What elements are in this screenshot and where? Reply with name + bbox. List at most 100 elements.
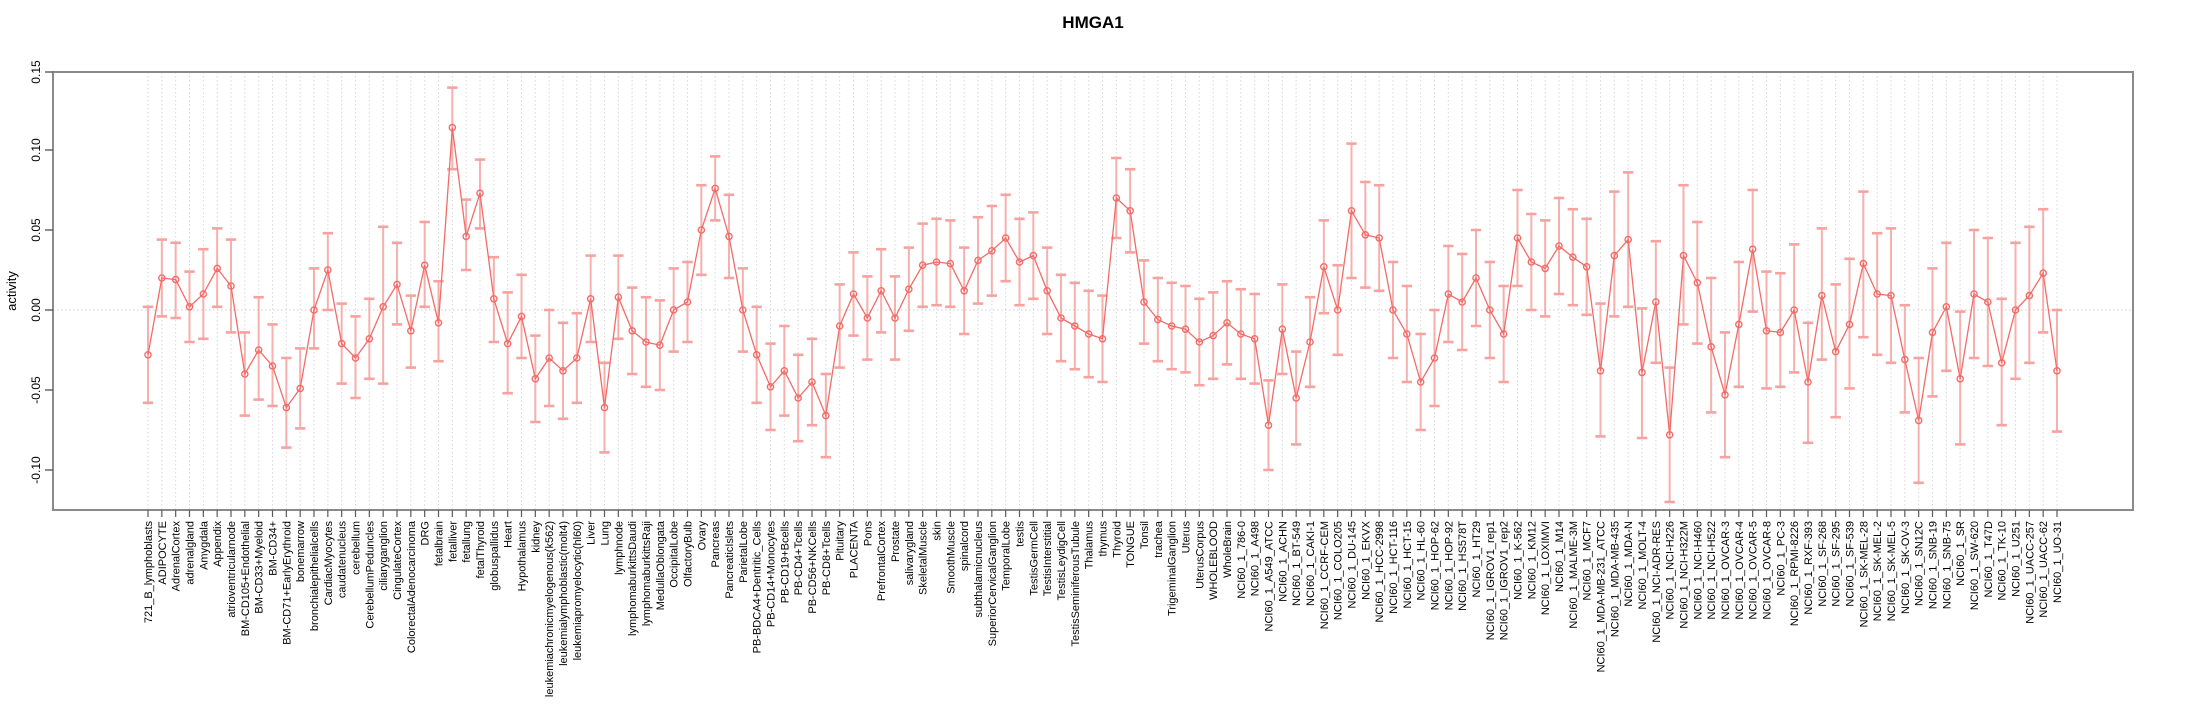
data-point-marker — [725, 232, 733, 241]
y-axis-tick-label: -0.10 — [29, 456, 43, 484]
data-point-marker — [766, 382, 775, 391]
x-axis-tick-label: NCI60_1_U251 — [2011, 521, 2023, 597]
x-axis-tick-label: PLACENTA — [849, 520, 861, 578]
data-point-marker — [642, 338, 650, 346]
x-axis-tick-label: subthalamicnucleus — [973, 521, 985, 618]
x-axis-tick-label: NCI60_1_A498 — [1250, 521, 1262, 596]
data-point-marker — [531, 374, 540, 383]
x-axis-tick-label: TrigeminalGanglion — [1167, 521, 1179, 616]
x-axis-tick-label: NCI60_1_HOP-62 — [1430, 521, 1442, 610]
x-axis-tick-label: PB-BDCA4+Dentritic_Cells — [752, 521, 764, 654]
x-axis-tick-label: DRG — [420, 521, 432, 545]
x-axis-tick-label: NCI60_1_HCC-2998 — [1374, 521, 1386, 623]
data-point-marker — [1748, 245, 1757, 253]
x-axis-tick-label: lymphomaburkittsRaji — [641, 521, 653, 626]
data-point-marker — [960, 286, 968, 295]
x-axis-tick-label: Hypothalamus — [517, 521, 529, 592]
data-point-marker — [310, 306, 318, 314]
x-axis-tick-label: NCI60_1_CCRF-CEM — [1319, 521, 1331, 629]
x-axis-tick-label: NCI60_1_TK-10 — [1997, 521, 2009, 601]
x-axis-tick-label: fetalbrain — [434, 521, 446, 566]
data-point-marker — [1333, 306, 1342, 314]
data-point-marker — [905, 285, 913, 294]
x-axis-tick-label: CerebellumPeduncles — [364, 521, 376, 629]
data-point-marker — [1416, 378, 1425, 386]
x-axis-tick-label: ciliaryganglion — [378, 521, 390, 591]
x-axis-tick-label: bronchialepithelialcells — [309, 521, 321, 632]
x-axis-tick-label: TemporalLobe — [1001, 521, 1013, 591]
x-axis-tick-label: BM-CD34+ — [268, 521, 280, 576]
data-point-marker — [932, 258, 941, 266]
data-point-marker — [1292, 394, 1300, 402]
data-point-marker — [1223, 318, 1231, 327]
x-axis-tick-label: OlfactoryBulb — [683, 521, 695, 587]
x-axis-tick-label: Tonsil — [1139, 521, 1151, 549]
data-point-marker — [1527, 258, 1536, 266]
data-point-marker — [1126, 206, 1134, 215]
x-axis-tick-label: leukemiachronicmyelogenous(k562) — [544, 521, 556, 697]
data-point-marker — [1762, 326, 1771, 335]
data-point-marker — [1029, 251, 1038, 260]
x-axis-tick-label: adrenalgland — [185, 521, 197, 585]
data-point-marker — [2025, 291, 2034, 300]
data-point-marker — [988, 246, 996, 255]
data-point-marker — [559, 366, 567, 375]
data-point-marker — [420, 261, 429, 270]
x-axis-tick-label: PB-CD4+Tcells — [793, 521, 805, 596]
x-axis-tick-label: PB-CD56+NKCells — [807, 521, 819, 614]
x-axis-tick-label: TestisInterstitial — [1042, 521, 1054, 596]
x-axis-tick-label: NCI60_1_SNB-19 — [1928, 521, 1940, 609]
x-axis-tick-label: NCI60_1_OVCAR-5 — [1748, 521, 1760, 619]
x-axis-tick-label: NCI60_1_MDA-N — [1623, 521, 1635, 607]
data-point-marker — [1831, 347, 1840, 356]
x-axis-tick-label: Amygdala — [198, 520, 210, 570]
x-axis-tick-label: NCI60_1_HOP-92 — [1443, 521, 1455, 610]
x-axis-tick-label: TestisGermCell — [1028, 521, 1040, 596]
x-axis-tick-label: NCI60_1_MDA-MB-435 — [1609, 521, 1621, 637]
data-point-marker — [490, 294, 498, 303]
x-axis-tick-label: lymphomaburkittsDaudi — [627, 521, 639, 636]
series-layer — [144, 123, 2061, 439]
data-point-marker — [337, 339, 346, 348]
x-axis-tick-label: NCI60_1_SK-MEL-2 — [1872, 521, 1884, 621]
data-point-marker — [669, 306, 678, 314]
data-point-marker — [1347, 206, 1356, 215]
x-axis-tick-label: kidney — [530, 521, 542, 553]
data-point-marker — [1887, 291, 1895, 300]
data-point-marker — [1610, 251, 1619, 260]
data-point-marker — [1237, 330, 1245, 338]
data-point-marker — [1845, 320, 1854, 329]
data-point-marker — [1084, 330, 1093, 338]
x-axis-tick-label: NCI60_1_IGROV1_rep2 — [1499, 521, 1511, 640]
data-point-marker — [462, 232, 470, 241]
data-point-marker — [393, 280, 401, 289]
data-point-marker — [1721, 390, 1729, 399]
data-point-marker — [448, 123, 457, 132]
x-axis-tick-label: ColorectalAdenocarcinoma — [406, 520, 418, 653]
data-point-marker — [1679, 251, 1688, 260]
data-point-marker — [1389, 306, 1397, 314]
data-point-marker — [849, 290, 858, 298]
x-axis-tick-label: NCI60_1_RXF-393 — [1803, 521, 1815, 615]
x-axis-tick-label: globuspallidus — [489, 521, 501, 591]
x-axis-tick-label: Liver — [586, 521, 598, 545]
data-point-marker — [254, 346, 263, 354]
data-point-marker — [891, 314, 899, 322]
data-point-marker — [877, 286, 885, 295]
data-point-marker — [1859, 259, 1868, 268]
plot-border — [52, 71, 2134, 511]
data-point-marker — [213, 264, 221, 273]
x-axis-tick-label: spinalcord — [959, 521, 971, 571]
data-point-marker — [227, 282, 235, 290]
data-point-marker — [1914, 416, 1923, 425]
x-axis-tick-label: cerebellum — [351, 521, 363, 575]
x-axis-tick-label: PB-CD14+Monocytes — [766, 521, 778, 628]
data-point-marker — [1707, 342, 1715, 351]
data-point-marker — [407, 326, 415, 335]
x-axis-tick-label: Prostate — [890, 521, 902, 562]
data-point-marker — [1790, 306, 1798, 314]
x-axis-tick-label: NCI60_1_LOXIMVI — [1540, 521, 1552, 615]
data-point-marker — [1901, 355, 1909, 364]
data-point-marker — [1942, 302, 1951, 311]
